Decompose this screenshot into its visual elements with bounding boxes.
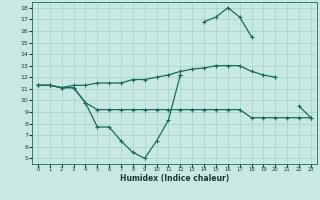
X-axis label: Humidex (Indice chaleur): Humidex (Indice chaleur) xyxy=(120,174,229,183)
